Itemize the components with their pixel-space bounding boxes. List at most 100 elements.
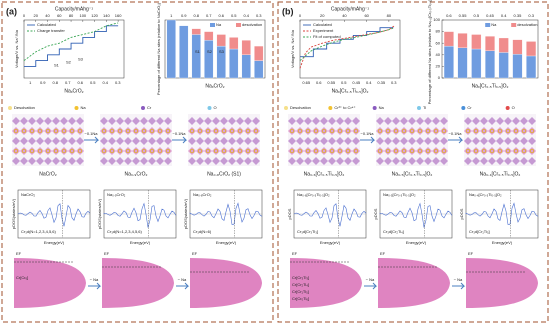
band — [14, 258, 86, 308]
y-tick-label: 80 — [436, 29, 441, 34]
na-atom — [529, 148, 535, 154]
panel-label: (a) — [6, 6, 17, 16]
na-atom — [61, 148, 67, 154]
x-tick-label: 80 — [387, 13, 392, 18]
octahedron — [12, 137, 20, 145]
bar — [512, 54, 523, 79]
octahedron — [464, 117, 472, 125]
octahedron — [124, 157, 132, 165]
octahedron — [164, 117, 172, 125]
na-atom — [197, 148, 203, 154]
octahedron — [320, 127, 328, 135]
octahedron — [416, 157, 424, 165]
na-atom — [329, 128, 335, 134]
octahedron — [100, 117, 108, 125]
legend-label: O — [214, 105, 217, 110]
octahedron — [344, 157, 352, 165]
octahedron — [132, 137, 140, 145]
octahedron — [164, 157, 172, 165]
octahedron — [288, 127, 296, 135]
octahedron — [108, 117, 116, 125]
octahedron — [328, 137, 336, 145]
bar — [457, 47, 468, 79]
bottom-tick-label: 0.4 — [366, 80, 372, 85]
na-atom — [297, 128, 303, 134]
structure-label: Na₀.₆[Cr₀.₅Ti₀.₅]O₂ — [304, 171, 345, 177]
octahedron — [156, 137, 164, 145]
octahedron — [164, 137, 172, 145]
octahedron — [60, 157, 68, 165]
fermi-label: EF — [292, 251, 298, 256]
octahedron — [328, 157, 336, 165]
bar — [498, 37, 509, 53]
octahedron — [464, 127, 472, 135]
octahedron — [156, 117, 164, 125]
bottom-tick-label: 0.6 — [77, 80, 83, 85]
octahedron — [164, 147, 172, 155]
octahedron — [228, 147, 236, 155]
na-atom — [213, 148, 219, 154]
category-label: 0.7 — [206, 13, 212, 18]
octahedron — [480, 157, 488, 165]
top-axis-label: Capacity/mAhg⁻¹ — [331, 6, 370, 12]
arrow — [176, 282, 190, 290]
octahedron — [488, 117, 496, 125]
dos-ylabel: pDOS — [373, 208, 378, 219]
na-atom — [345, 128, 351, 134]
arrow-label: −0.1Na — [84, 131, 98, 136]
bar — [179, 25, 189, 79]
category-label: 0.6 — [218, 13, 224, 18]
na-atom — [29, 148, 35, 154]
na-atom — [385, 128, 391, 134]
category-label: 0.3 — [256, 13, 262, 18]
na-atom — [189, 128, 195, 134]
bar — [204, 40, 214, 79]
series-line — [299, 25, 395, 69]
octahedron — [76, 157, 84, 165]
na-atom — [157, 148, 163, 154]
na-atom — [481, 148, 487, 154]
octahedron — [376, 147, 384, 155]
octahedron — [60, 137, 68, 145]
plot-frame — [23, 19, 125, 79]
octahedron — [296, 117, 304, 125]
octahedron — [352, 127, 360, 135]
fermi-label: EF — [192, 251, 198, 256]
octahedron — [52, 117, 60, 125]
na-atom — [505, 148, 511, 154]
bar — [498, 52, 509, 79]
octahedron — [228, 157, 236, 165]
octahedron — [472, 147, 480, 155]
octahedron — [384, 117, 392, 125]
bar — [443, 45, 454, 79]
structure-label: Na₀.₉CrO₂ — [125, 171, 148, 177]
na-atom — [101, 148, 107, 154]
category-label: 0.4 — [501, 13, 507, 18]
na-atom — [417, 148, 423, 154]
octahedron — [236, 137, 244, 145]
arrow-label: −0.1Na — [360, 131, 374, 136]
na-atom — [321, 128, 327, 134]
octahedron — [472, 127, 480, 135]
na-atom — [149, 148, 155, 154]
octahedron — [440, 157, 448, 165]
y-tick-label: 0 — [438, 75, 441, 80]
na-atom — [229, 128, 235, 134]
octahedron — [252, 137, 260, 145]
x-tick-label: 20 — [320, 13, 325, 18]
bottom-tick-label: 0.9 — [40, 80, 46, 85]
octahedron — [148, 147, 156, 155]
octahedron — [504, 127, 512, 135]
octahedron — [20, 147, 28, 155]
octahedron — [464, 157, 472, 165]
bottom-tick-label: 0.6 — [316, 80, 322, 85]
dos-note: Cr₃d[Cr₁Ti₅] — [469, 229, 490, 234]
octahedron — [44, 157, 52, 165]
arrow — [84, 136, 100, 144]
annotation: S3 — [78, 57, 84, 62]
octahedron — [116, 137, 124, 145]
octahedron — [408, 117, 416, 125]
na-atom — [401, 148, 407, 154]
octahedron — [140, 147, 148, 155]
annotation: S2 — [66, 59, 72, 64]
